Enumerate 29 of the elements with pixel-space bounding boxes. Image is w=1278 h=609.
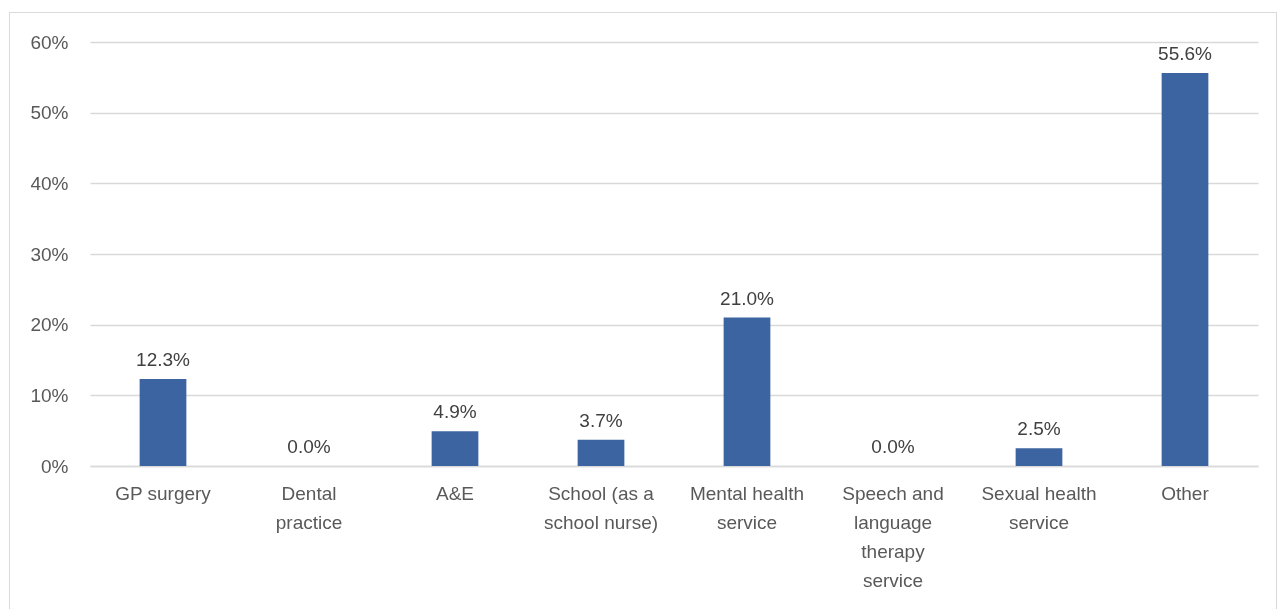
x-tick-label: Sexual health service bbox=[981, 482, 1097, 533]
bar bbox=[1015, 448, 1063, 466]
bar bbox=[431, 431, 479, 466]
y-tick-label: 50% bbox=[30, 102, 69, 124]
bar bbox=[723, 317, 771, 466]
data-label: 4.9% bbox=[433, 401, 477, 423]
bar bbox=[1161, 73, 1209, 466]
x-tick-label: Mental health service bbox=[689, 482, 805, 533]
bar bbox=[139, 379, 187, 466]
x-tick-label: Other bbox=[1161, 482, 1210, 504]
y-tick-label: 40% bbox=[30, 172, 69, 194]
data-label: 0.0% bbox=[871, 436, 915, 457]
bar bbox=[577, 439, 625, 466]
data-label: 21.0% bbox=[720, 287, 775, 309]
data-label: 0.0% bbox=[287, 436, 331, 457]
x-tick-label: Speech and language therapy service bbox=[842, 482, 944, 591]
y-tick-label: 20% bbox=[30, 314, 69, 336]
data-label: 12.3% bbox=[136, 349, 191, 371]
y-tick-label: 0% bbox=[41, 455, 69, 477]
data-label: 3.7% bbox=[579, 409, 623, 431]
x-tick-label: Dental practice bbox=[275, 482, 343, 533]
x-tick-label: A&E bbox=[435, 482, 475, 504]
y-tick-label: 60% bbox=[30, 31, 69, 53]
x-tick-label: School (as a school nurse) bbox=[543, 482, 659, 533]
y-tick-label: 30% bbox=[30, 243, 69, 265]
data-label: 2.5% bbox=[1017, 418, 1061, 440]
x-tick-label: GP surgery bbox=[115, 482, 212, 504]
data-label: 55.6% bbox=[1158, 43, 1213, 65]
y-tick-label: 10% bbox=[30, 384, 69, 406]
